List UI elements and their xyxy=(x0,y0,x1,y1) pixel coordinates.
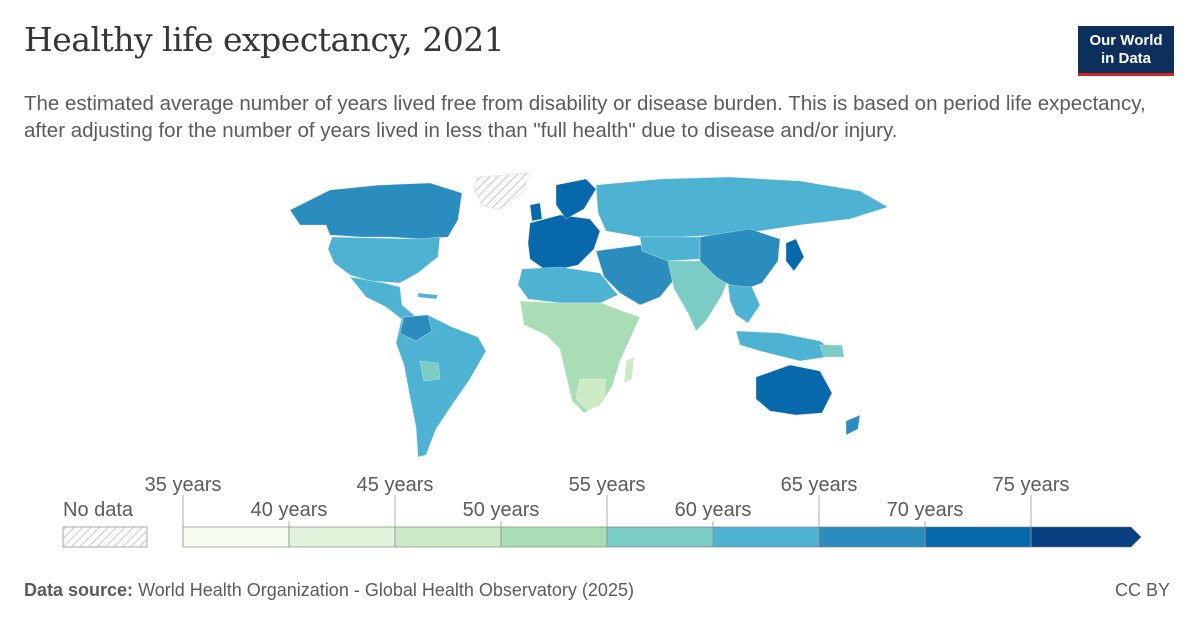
region-china[interactable] xyxy=(699,228,781,292)
region-southeast-asia[interactable] xyxy=(727,284,761,324)
source-text: World Health Organization - Global Healt… xyxy=(138,580,634,600)
region-australia[interactable] xyxy=(755,364,833,416)
logo-line-2: in Data xyxy=(1100,50,1151,67)
region-russia[interactable] xyxy=(595,176,889,238)
region-usa[interactable] xyxy=(327,236,441,284)
region-central-asia[interactable] xyxy=(639,236,701,262)
legend-label-bottom: 50 years xyxy=(463,499,540,521)
data-source: Data source: World Health Organization -… xyxy=(24,580,634,601)
legend-bin-75-80[interactable] xyxy=(1030,526,1142,548)
legend-label-bottom: 60 years xyxy=(675,499,752,521)
legend-label-top: 45 years xyxy=(357,474,434,496)
owid-logo[interactable]: Our World in Data xyxy=(1078,26,1174,76)
legend-label-top: 65 years xyxy=(781,474,858,496)
region-central-america[interactable] xyxy=(349,276,419,324)
region-madagascar[interactable] xyxy=(623,356,635,384)
legend-bin-35-40[interactable] xyxy=(182,526,290,548)
no-data-label: No data xyxy=(63,499,134,521)
region-caribbean[interactable] xyxy=(417,292,439,300)
legend-label-bottom: 70 years xyxy=(887,499,964,521)
region-japan[interactable] xyxy=(785,238,805,272)
legend-label-top: 75 years xyxy=(993,474,1070,496)
region-south-america[interactable] xyxy=(395,314,487,458)
region-new-zealand[interactable] xyxy=(845,414,861,436)
region-subsaharan-africa[interactable] xyxy=(519,300,641,414)
chart-subtitle: The estimated average number of years li… xyxy=(24,92,1146,142)
legend-bin-40-45[interactable] xyxy=(288,526,396,548)
region-canada[interactable] xyxy=(289,182,463,240)
license[interactable]: CC BY xyxy=(1114,580,1170,600)
source-label: Data source: xyxy=(24,580,134,600)
legend-label-top: 55 years xyxy=(569,474,646,496)
region-greenland[interactable] xyxy=(473,172,531,211)
legend-bin-65-70[interactable] xyxy=(818,526,926,548)
legend-bin-45-50[interactable] xyxy=(394,526,502,548)
region-uk[interactable] xyxy=(529,202,543,222)
no-data-swatch xyxy=(62,526,148,548)
region-png[interactable] xyxy=(819,344,845,358)
legend-label-bottom: 40 years xyxy=(251,499,328,521)
chart-title: Healthy life expectancy, 2021 xyxy=(24,20,505,59)
region-scandinavia[interactable] xyxy=(555,178,597,220)
legend-label-top: 35 years xyxy=(145,474,222,496)
legend-bin-55-60[interactable] xyxy=(606,526,714,548)
region-colombia[interactable] xyxy=(399,314,433,342)
legend-bin-70-75[interactable] xyxy=(924,526,1032,548)
legend-bin-60-65[interactable] xyxy=(712,526,820,548)
region-indonesia[interactable] xyxy=(735,330,841,362)
region-south-africa[interactable] xyxy=(575,378,607,412)
map-legend: No data 35 years 45 years 55 years 65 years… xyxy=(62,474,1142,548)
world-map[interactable] xyxy=(0,165,1200,465)
region-europe[interactable] xyxy=(527,214,601,270)
region-bolivia[interactable] xyxy=(419,360,441,382)
logo-line-1: Our World xyxy=(1089,32,1163,49)
legend-bin-50-55[interactable] xyxy=(500,526,608,548)
